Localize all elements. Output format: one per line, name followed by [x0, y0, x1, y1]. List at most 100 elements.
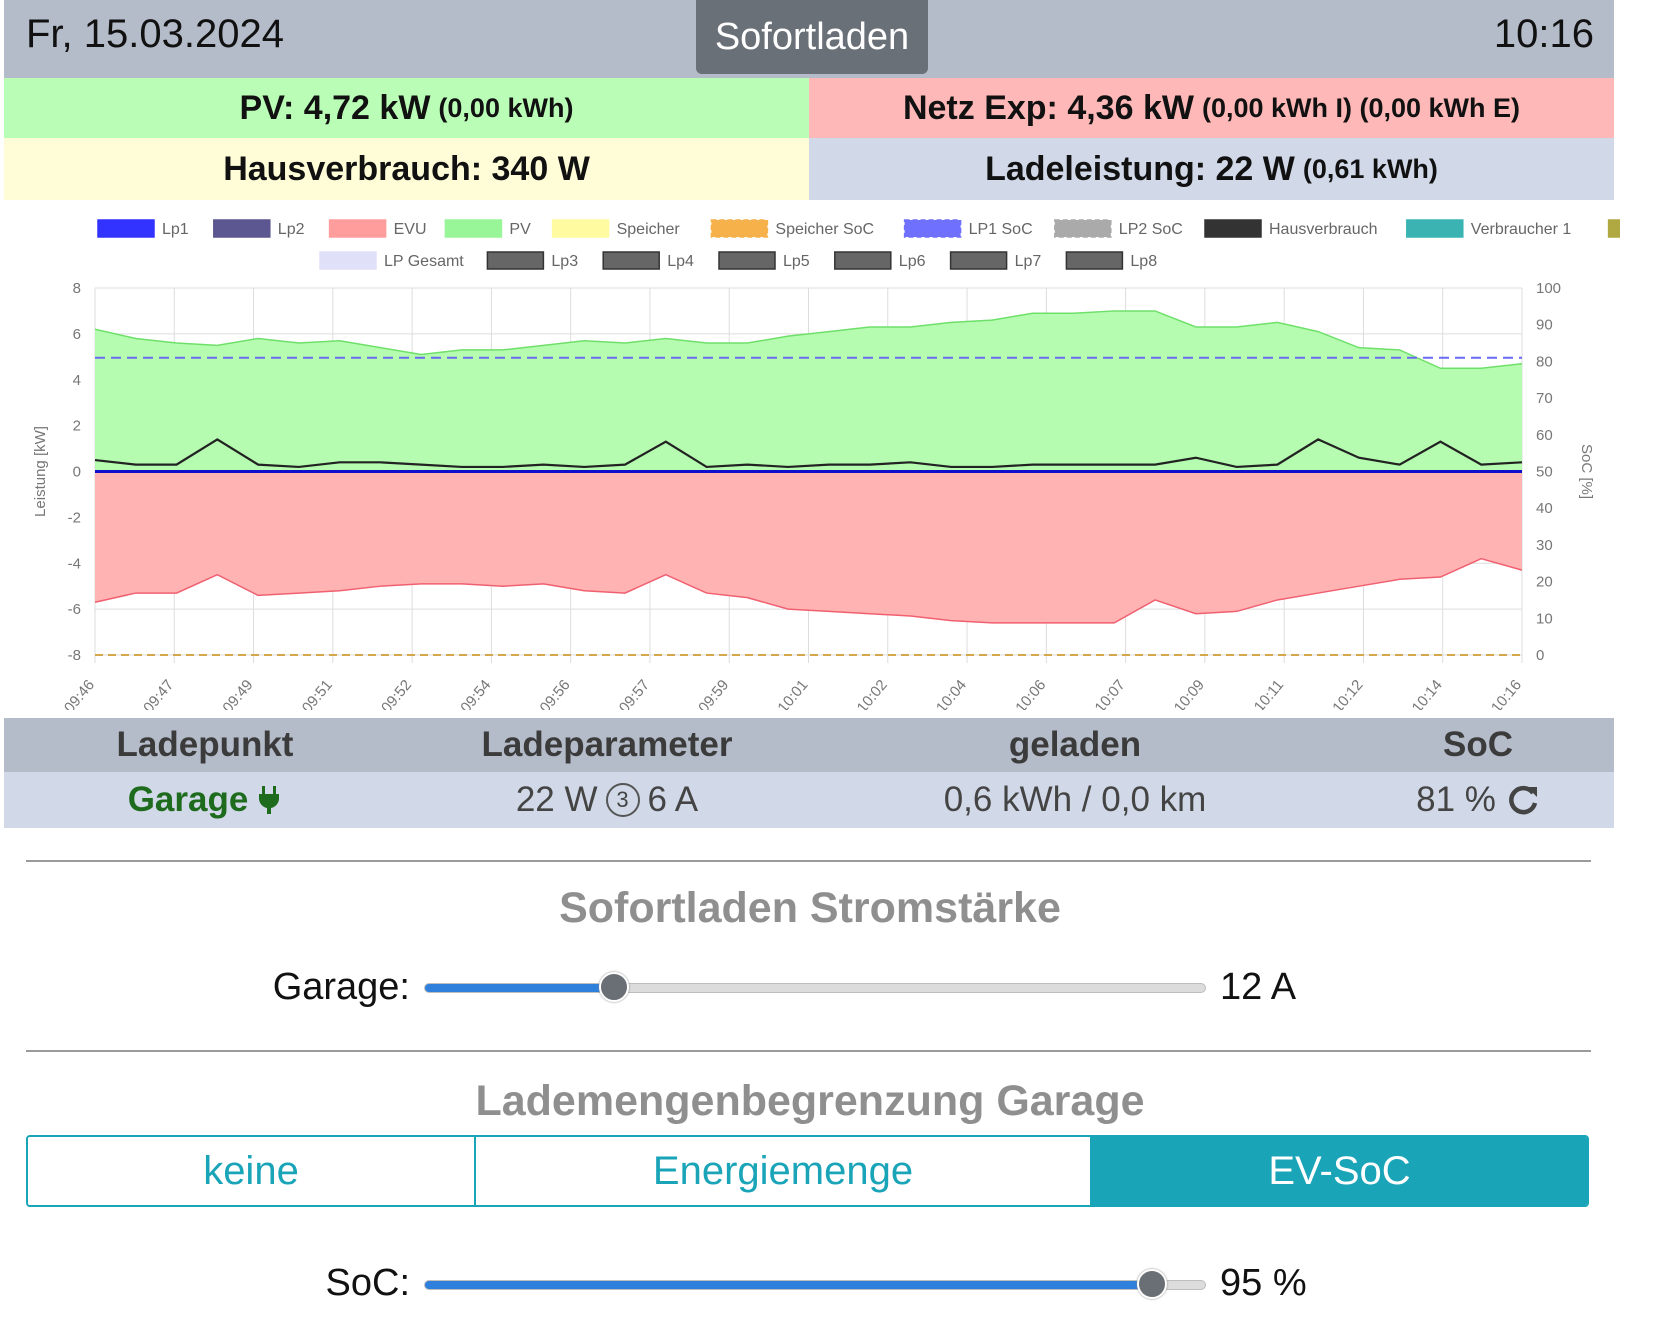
legend-label: PV: [509, 221, 531, 238]
y-tick-label: 0: [73, 464, 81, 481]
y-tick-label: -8: [68, 647, 81, 664]
soc-slider-value: 95 %: [1220, 1262, 1307, 1304]
y-tick-label: -2: [68, 509, 81, 526]
limit-option-energiemenge[interactable]: Energiemenge: [476, 1137, 1090, 1205]
legend-label: Lp3: [551, 253, 578, 270]
y2-tick-label: 20: [1536, 574, 1553, 591]
header-ladepunkt: Ladepunkt: [116, 725, 294, 764]
legend-label: Verbraucher 1: [1471, 221, 1572, 238]
x-tick-label: 09:59: [695, 677, 732, 710]
legend-swatch: [834, 251, 892, 270]
charging-power-tile: Ladeleistung: 22 W (0,61 kWh): [809, 138, 1614, 200]
limit-mode-selector[interactable]: keine Energiemenge EV-SoC: [26, 1135, 1589, 1207]
sofort-slider-label: Garage:: [272, 966, 410, 1008]
y2-tick-label: 80: [1536, 353, 1553, 370]
x-tick-label: 09:46: [61, 677, 98, 710]
legend-swatch: [1406, 219, 1464, 238]
charge-current: 6 A: [647, 780, 699, 819]
legend-label: Lp8: [1130, 253, 1157, 270]
x-tick-label: 09:52: [378, 677, 415, 710]
legend-swatch: [903, 219, 962, 238]
grid-export-tile: Netz Exp: 4,36 kW (0,00 kWh I) (0,00 kWh…: [809, 78, 1614, 138]
refresh-icon[interactable]: [1506, 783, 1540, 817]
legend-swatch: [444, 219, 503, 238]
x-tick-label: 10:02: [854, 677, 891, 710]
legend-swatch: [213, 219, 271, 238]
legend-swatch: [97, 219, 155, 238]
legend-label: LP1 SoC: [969, 221, 1033, 238]
divider: [26, 860, 1591, 862]
legend-label: Lp6: [899, 253, 926, 270]
x-tick-label: 10:01: [774, 677, 811, 710]
x-tick-label: 10:09: [1171, 677, 1208, 710]
evu-series-line: [94, 557, 1523, 624]
time-display: 10:16: [1493, 12, 1594, 56]
y-tick-label: 2: [73, 418, 81, 435]
chargepoint-name-cell[interactable]: Garage: [4, 772, 406, 828]
x-tick-label: 10:04: [933, 677, 970, 710]
legend-label: Speicher: [617, 221, 681, 238]
x-tick-label: 10:06: [1012, 677, 1049, 710]
pv-series-area: [95, 310, 1522, 472]
chargepoint-row[interactable]: Garage 22 W 3 6 A 0,6 kWh / 0,0 km 81 %: [4, 772, 1614, 828]
house-consumption: Hausverbrauch: 340 W: [223, 149, 590, 188]
legend-label: Lp7: [1015, 253, 1042, 270]
limit-option-keine[interactable]: keine: [28, 1137, 476, 1205]
hausverbrauch-line: [94, 438, 1523, 469]
current-slider-thumb[interactable]: [599, 972, 630, 1002]
power-chart: Lp1 Lp2 EVU PV Speicher Speicher SoC LP1 SoC LP…: [32, 219, 1620, 710]
legend-label: LP Gesamt: [384, 253, 464, 270]
header-geladen: geladen: [1008, 725, 1142, 764]
charging-power: Ladeleistung: 22 W: [985, 149, 1295, 188]
house-consumption-tile: Hausverbrauch: 340 W: [4, 138, 809, 200]
chargepoint-name[interactable]: Garage: [127, 780, 249, 819]
soc-slider[interactable]: [424, 1269, 1206, 1299]
grid-energy: (0,00 kWh I) (0,00 kWh E): [1201, 92, 1521, 123]
charge-parameters: 22 W 3 6 A: [406, 772, 808, 828]
y-tick-label: 8: [73, 280, 81, 297]
limit-option-ev-soc[interactable]: EV-SoC: [1090, 1137, 1587, 1205]
legend-swatch: [486, 251, 545, 270]
grid-export-power: Netz Exp: 4,36 kW: [902, 88, 1194, 127]
soc-slider-thumb[interactable]: [1137, 1269, 1168, 1299]
divider: [26, 1050, 1591, 1052]
sofortladen-title: Sofortladen Stromstärke: [559, 884, 1061, 932]
y2-tick-label: 90: [1536, 317, 1553, 334]
x-tick-label: 09:57: [616, 677, 653, 710]
y2-tick-label: 70: [1536, 390, 1553, 407]
current-slider[interactable]: [424, 972, 1206, 1002]
legend-swatch: [551, 219, 610, 238]
y2-tick-label: 0: [1536, 647, 1544, 664]
charge-power: 22 W: [515, 780, 598, 819]
legend-swatch: [949, 251, 1008, 270]
date-display: Fr, 15.03.2024: [26, 12, 284, 56]
legend-swatch: [1204, 219, 1262, 238]
x-tick-label: 09:49: [219, 677, 256, 710]
y2-tick-label: 50: [1536, 464, 1553, 481]
chargepoint-table-header: Ladepunkt Ladeparameter geladen SoC: [4, 718, 1614, 772]
pv-power: PV: 4,72 kW: [239, 88, 431, 127]
pv-series-line: [94, 310, 1523, 370]
top-bar: Fr, 15.03.2024 Sofortladen 10:16: [4, 0, 1614, 78]
pv-energy: (0,00 kWh): [438, 92, 574, 123]
x-tick-label: 10:14: [1409, 677, 1446, 710]
y2-tick-label: 30: [1536, 537, 1553, 554]
charge-mode-button[interactable]: Sofortladen: [696, 0, 928, 74]
x-tick-label: 10:11: [1251, 677, 1287, 710]
soc-slider-label: SoC:: [325, 1262, 410, 1304]
soc-cell: 81 %: [1342, 772, 1614, 828]
legend-swatch: [1607, 219, 1620, 238]
legend-swatch: [1065, 251, 1124, 270]
pv-tile: PV: 4,72 kW (0,00 kWh): [4, 78, 809, 138]
y2-tick-label: 40: [1536, 500, 1553, 517]
y-tick-label: -4: [68, 555, 81, 572]
x-tick-label: 09:51: [299, 677, 336, 710]
legend-swatch: [1054, 219, 1112, 238]
current-slider-fill: [425, 984, 613, 992]
legend-label: Hausverbrauch: [1269, 221, 1378, 238]
x-tick-label: 09:54: [457, 677, 494, 710]
y2-tick-label: 60: [1536, 427, 1553, 444]
soc-slider-fill: [425, 1281, 1151, 1289]
soc-value: 81 %: [1416, 780, 1496, 819]
legend-label: Lp4: [667, 253, 694, 270]
